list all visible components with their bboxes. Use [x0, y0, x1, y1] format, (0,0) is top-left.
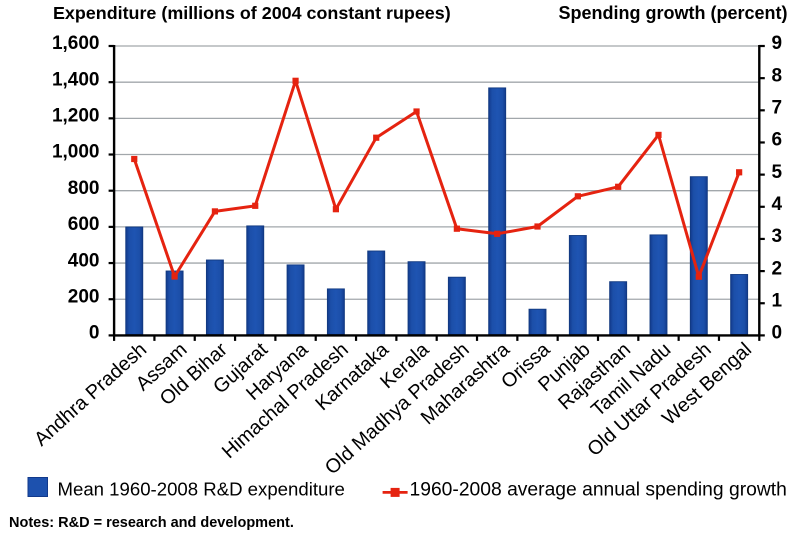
svg-text:Mean 1960-2008 R&D expenditure: Mean 1960-2008 R&D expenditure	[58, 479, 345, 500]
svg-text:8: 8	[772, 65, 783, 86]
svg-text:Expenditure (millions of 2004: Expenditure (millions of 2004 constant r…	[53, 3, 451, 23]
svg-text:4: 4	[772, 194, 783, 215]
svg-text:5: 5	[772, 162, 783, 183]
svg-text:6: 6	[772, 130, 783, 151]
svg-text:1,400: 1,400	[52, 69, 100, 90]
svg-text:1,600: 1,600	[52, 33, 100, 54]
svg-text:1,000: 1,000	[52, 142, 100, 163]
svg-text:9: 9	[772, 33, 783, 54]
svg-text:600: 600	[68, 214, 100, 235]
svg-text:Andhra Pradesh: Andhra Pradesh	[30, 339, 151, 451]
svg-text:2: 2	[772, 258, 783, 279]
svg-text:1960-2008 average annual spend: 1960-2008 average annual spending growth	[410, 480, 787, 501]
svg-text:200: 200	[68, 286, 100, 307]
svg-text:0: 0	[772, 323, 783, 344]
svg-text:3: 3	[772, 226, 783, 247]
svg-text:Spending growth (percent): Spending growth (percent)	[559, 3, 788, 23]
svg-text:0: 0	[89, 323, 100, 344]
svg-text:Notes: R&D = research and deve: Notes: R&D = research and development.	[9, 515, 294, 531]
svg-text:1,200: 1,200	[52, 106, 100, 127]
svg-text:7: 7	[772, 98, 783, 119]
svg-text:400: 400	[68, 250, 100, 271]
svg-text:800: 800	[68, 178, 100, 199]
svg-text:1: 1	[772, 290, 783, 311]
